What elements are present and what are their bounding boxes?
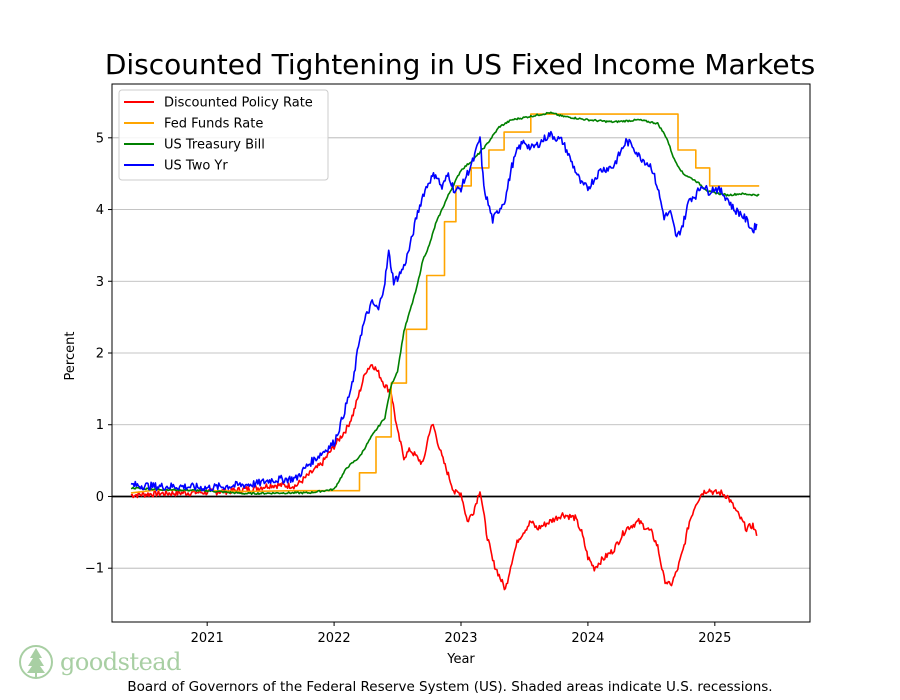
axes: −1 0 1 2 3 4 5 2021 2022 2023 2024 2025 <box>85 131 732 646</box>
y-tick-label: 1 <box>96 418 104 433</box>
x-tick-label: 2024 <box>571 631 604 646</box>
series-line-fed-funds-rate <box>130 113 760 494</box>
legend-label: US Two Yr <box>164 159 228 174</box>
x-axis-label: Year <box>446 652 475 667</box>
goodstead-logo-icon <box>19 645 53 679</box>
logo-text: goodstead <box>60 648 181 676</box>
y-axis-label: Percent <box>63 332 78 381</box>
legend-label: Discounted Policy Rate <box>164 96 313 111</box>
y-tick-label: −1 <box>85 562 104 577</box>
y-tick-label: 0 <box>96 490 104 505</box>
legend: Discounted Policy Rate Fed Funds Rate US T… <box>118 89 329 181</box>
x-tick-label: 2022 <box>318 631 351 646</box>
series-line-discounted-policy-rate <box>130 364 758 591</box>
y-tick-label: 2 <box>96 347 104 362</box>
legend-label: US Treasury Bill <box>164 138 265 153</box>
series-lines <box>130 111 760 591</box>
series-line-us-treasury-bill <box>130 111 760 496</box>
x-tick-label: 2021 <box>191 631 224 646</box>
x-tick-label: 2023 <box>444 631 477 646</box>
chart-title: Discounted Tightening in US Fixed Income… <box>104 48 816 81</box>
grid-lines <box>112 137 810 569</box>
y-tick-label: 3 <box>96 275 104 290</box>
source-footnote: Board of Governors of the Federal Reserv… <box>127 679 773 695</box>
x-tick-label: 2025 <box>698 631 731 646</box>
y-tick-label: 4 <box>96 203 104 218</box>
legend-label: Fed Funds Rate <box>164 117 263 132</box>
series-line-us-two-yr <box>130 130 758 492</box>
y-tick-label: 5 <box>96 131 104 146</box>
